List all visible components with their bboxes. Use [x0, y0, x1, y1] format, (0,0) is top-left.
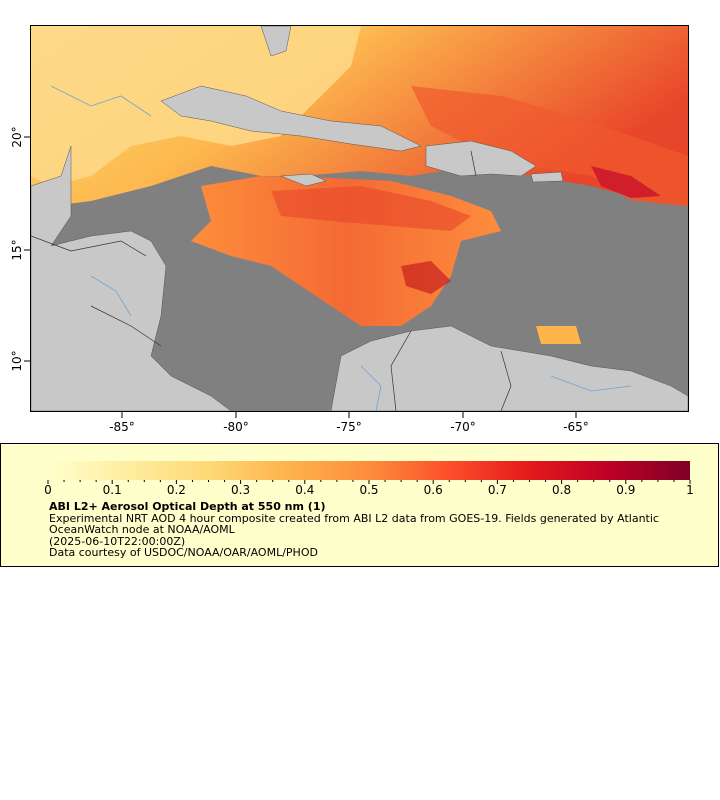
legend-panel: 0 0.1 0.2 0.3 0.4 0.5 0.6 0.7 0.8 0.9 1 ABI L2+ Ae…	[0, 443, 719, 567]
colorbar-tick-label: 0.1	[103, 483, 122, 497]
y-tick-label: 20°	[10, 126, 24, 147]
borders	[31, 150, 512, 411]
x-tick-label: -80°	[223, 420, 249, 434]
legend-description: Experimental NRT AOD 4 hour composite cr…	[49, 511, 659, 536]
colorbar-tick-label: 0.9	[616, 483, 635, 497]
colorbar: 0 0.1 0.2 0.3 0.4 0.5 0.6 0.7 0.8 0.9 1	[44, 461, 694, 497]
x-tick-label: -70°	[450, 420, 476, 434]
colorbar-tick-label: 0.2	[167, 483, 186, 497]
legend-title: ABI L2+ Aerosol Optical Depth at 550 nm …	[49, 500, 326, 513]
y-tick-label: 15°	[10, 239, 24, 260]
colorbar-tick-label: 0.8	[552, 483, 571, 497]
colorbar-tick-label: 0	[44, 483, 52, 497]
x-tick-label: -85°	[109, 420, 135, 434]
colorbar-gradient	[48, 461, 690, 480]
colorbar-tick-label: 0.7	[488, 483, 507, 497]
legend-timestamp: (2025-06-10T22:00:00Z)	[49, 534, 186, 548]
rivers	[50, 85, 632, 411]
legend-credit: Data courtesy of USDOC/NOAA/OAR/AOML/PHO…	[49, 546, 318, 559]
colorbar-tick-label: 0.4	[295, 483, 314, 497]
colorbar-tick-label: 0.6	[424, 483, 443, 497]
y-tick-label: 10°	[10, 350, 24, 371]
x-tick-label: -65°	[563, 420, 589, 434]
colorbar-tick-label: 0.5	[359, 483, 378, 497]
aod-map	[31, 26, 688, 411]
colorbar-tick-label: 0.3	[231, 483, 250, 497]
map-axes: -85° -80° -75° -70° -65° 20° 15° 10°	[10, 126, 589, 434]
map-canvas	[30, 25, 689, 412]
legend-text: ABI L2+ Aerosol Optical Depth at 550 nm …	[49, 501, 699, 559]
colorbar-tick-label: 1	[686, 483, 694, 497]
x-tick-label: -75°	[336, 420, 362, 434]
